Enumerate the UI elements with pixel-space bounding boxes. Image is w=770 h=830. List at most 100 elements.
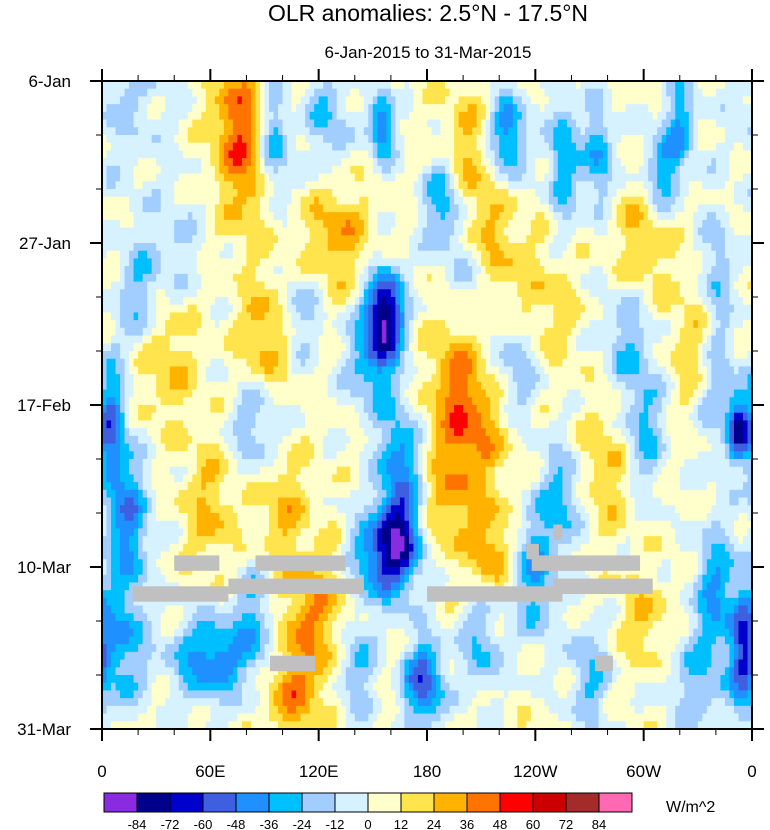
heatmap-cell bbox=[517, 667, 541, 676]
heatmap-cell bbox=[142, 536, 180, 545]
heatmap-cell bbox=[390, 135, 397, 144]
heatmap-cell bbox=[291, 88, 306, 98]
heatmap-cell bbox=[377, 312, 392, 321]
heatmap-cell bbox=[517, 559, 523, 568]
heatmap-cell bbox=[359, 590, 369, 599]
heatmap-cell bbox=[472, 397, 491, 406]
heatmap-cell bbox=[404, 150, 455, 159]
heatmap-cell bbox=[196, 559, 248, 568]
heatmap-cell bbox=[503, 405, 532, 414]
heatmap-cell bbox=[102, 266, 121, 275]
heatmap-cell bbox=[733, 613, 752, 622]
heatmap-cell bbox=[102, 165, 108, 175]
heatmap-cell bbox=[666, 88, 676, 98]
heatmap-cell bbox=[688, 181, 703, 190]
heatmap-cell bbox=[449, 705, 469, 715]
heatmap-cell bbox=[102, 644, 108, 653]
heatmap-cell bbox=[413, 505, 419, 514]
heatmap-cell bbox=[607, 273, 618, 283]
heatmap-cell bbox=[305, 597, 315, 607]
heatmap-cell bbox=[575, 428, 604, 437]
heatmap-cell bbox=[354, 659, 369, 668]
heatmap-cell bbox=[372, 111, 378, 121]
heatmap-cell bbox=[463, 173, 482, 182]
heatmap-cell bbox=[697, 289, 708, 298]
heatmap-cell bbox=[413, 466, 419, 476]
heatmap-cell bbox=[697, 127, 726, 136]
heatmap-cell bbox=[526, 127, 541, 136]
heatmap-cell bbox=[133, 497, 139, 506]
heatmap-cell bbox=[102, 405, 108, 414]
heatmap-cell bbox=[733, 389, 752, 398]
heatmap-cell bbox=[548, 590, 586, 599]
heatmap-cell bbox=[269, 605, 288, 614]
heatmap-cell bbox=[458, 690, 478, 699]
heatmap-cell bbox=[287, 605, 302, 614]
heatmap-cell bbox=[269, 88, 284, 98]
heatmap-cell bbox=[661, 590, 681, 599]
heatmap-cell bbox=[616, 320, 640, 329]
heatmap-cell bbox=[603, 428, 622, 437]
heatmap-cell bbox=[521, 513, 527, 522]
heatmap-cell bbox=[742, 651, 749, 661]
heatmap-cell bbox=[314, 88, 338, 98]
heatmap-cell bbox=[350, 466, 360, 476]
heatmap-cell bbox=[237, 520, 270, 530]
heatmap-cell bbox=[706, 289, 717, 298]
heatmap-cell bbox=[399, 528, 406, 537]
heatmap-cell bbox=[436, 397, 446, 406]
heatmap-cell bbox=[255, 81, 261, 90]
heatmap-cell bbox=[408, 482, 415, 491]
heatmap-cell bbox=[711, 651, 731, 661]
heatmap-cell bbox=[282, 682, 306, 692]
heatmap-cell bbox=[291, 428, 329, 437]
heatmap-cell bbox=[291, 189, 311, 198]
heatmap-cell bbox=[499, 96, 514, 105]
heatmap-cell bbox=[440, 713, 455, 722]
heatmap-cell bbox=[147, 705, 157, 715]
heatmap-cell bbox=[124, 358, 130, 368]
heatmap-cell bbox=[147, 528, 184, 537]
heatmap-cell bbox=[643, 536, 663, 545]
colorbar-swatch bbox=[532, 792, 567, 813]
heatmap-cell bbox=[724, 420, 731, 429]
heatmap-cell bbox=[287, 466, 302, 476]
heatmap-cell bbox=[526, 111, 554, 121]
heatmap-cell bbox=[476, 690, 505, 699]
heatmap-cell bbox=[521, 497, 532, 506]
heatmap-cell bbox=[607, 281, 654, 290]
heatmap-cell bbox=[747, 351, 752, 360]
heatmap-cell bbox=[607, 219, 618, 229]
heatmap-cell bbox=[539, 667, 559, 676]
heatmap-cell bbox=[223, 335, 288, 344]
heatmap-cell bbox=[481, 158, 491, 167]
heatmap-cell bbox=[675, 528, 703, 537]
heatmap-cell bbox=[214, 574, 225, 584]
heatmap-cell bbox=[571, 443, 582, 452]
heatmap-cell bbox=[386, 443, 401, 452]
heatmap-cell bbox=[616, 150, 645, 159]
x-tick-label: 120W bbox=[513, 762, 557, 781]
heatmap-cell bbox=[332, 165, 351, 175]
heatmap-cell bbox=[332, 111, 338, 121]
heatmap-cell bbox=[169, 466, 189, 476]
heatmap-cell bbox=[147, 682, 153, 692]
heatmap-cell bbox=[142, 559, 148, 568]
heatmap-cell bbox=[643, 196, 649, 206]
heatmap-cell bbox=[147, 104, 166, 113]
heatmap-cell bbox=[390, 150, 401, 159]
heatmap-cell bbox=[738, 366, 752, 375]
heatmap-cell bbox=[156, 497, 175, 506]
heatmap-cell bbox=[445, 605, 455, 614]
heatmap-cell bbox=[300, 405, 356, 414]
heatmap-cell bbox=[575, 713, 600, 722]
heatmap-cell bbox=[539, 389, 568, 398]
heatmap-cell bbox=[345, 536, 351, 545]
heatmap-cell bbox=[702, 567, 708, 576]
heatmap-cell bbox=[422, 459, 428, 468]
heatmap-cell bbox=[214, 165, 220, 175]
colorbar-swatch bbox=[565, 792, 600, 813]
heatmap-cell bbox=[580, 327, 622, 337]
heatmap-cell bbox=[363, 227, 369, 236]
heatmap-cell bbox=[706, 389, 735, 398]
